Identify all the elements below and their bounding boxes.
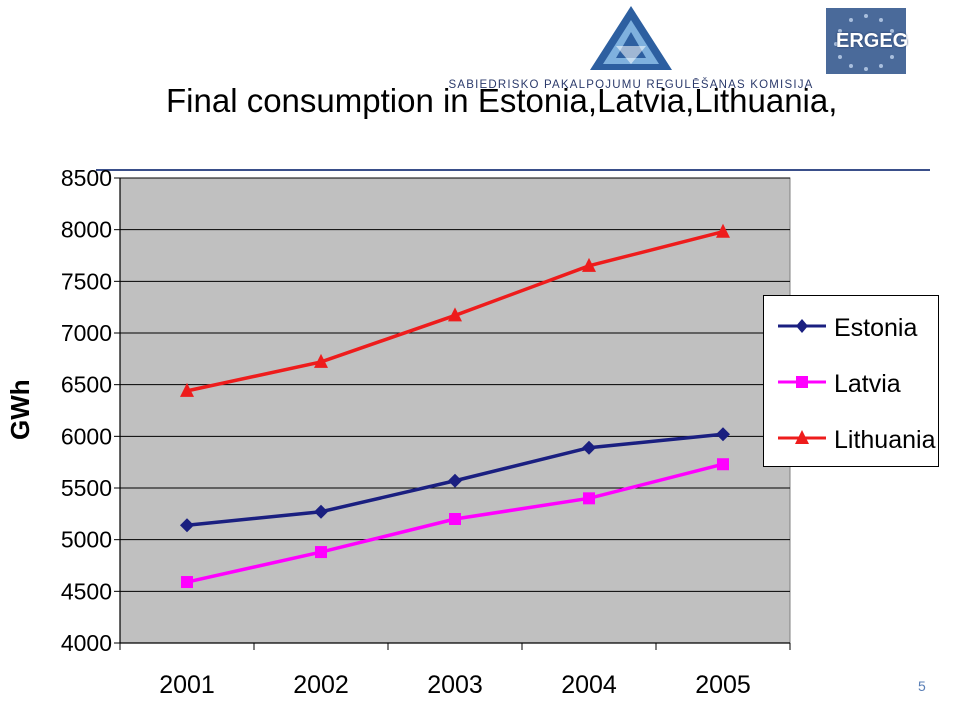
page-number: 5 — [918, 678, 926, 694]
regulator-logo-text: SABIEDRISKO PAKALPOJUMU REGULĒŠANAS KOMI… — [448, 78, 813, 91]
x-tick-label: 2004 — [561, 671, 617, 699]
legend-marker-latvia — [778, 376, 826, 388]
y-tick-label: 8500 — [61, 165, 112, 191]
y-tick-label: 6500 — [61, 372, 112, 398]
data-point — [449, 513, 461, 525]
y-tick-label: 4000 — [61, 630, 112, 656]
y-tick-label: 7500 — [61, 268, 112, 294]
regulator-logo: SABIEDRISKO PAKALPOJUMU REGULĒŠANAS KOMI… — [440, 2, 822, 94]
data-point — [716, 427, 730, 442]
data-point — [582, 257, 596, 272]
data-point — [583, 492, 595, 505]
legend-item-estonia: Estonia — [776, 310, 936, 346]
data-point — [314, 353, 328, 368]
legend-marker-estonia — [778, 319, 826, 333]
plot-background — [119, 177, 791, 644]
data-point — [716, 223, 730, 238]
data-point — [448, 307, 462, 322]
legend: Estonia Latvia Lithuania — [763, 295, 939, 467]
plot-area — [119, 177, 791, 644]
x-axis-ticks: 2001 2002 2003 2004 2005 — [119, 642, 791, 699]
legend-label-lithuania: Lithuania — [834, 426, 936, 454]
series-estonia — [180, 427, 730, 533]
y-tick-label: 8000 — [61, 217, 112, 243]
y-tick-label: 4500 — [61, 578, 112, 604]
legend-item-lithuania: Lithuania — [776, 422, 936, 458]
data-point — [582, 440, 596, 455]
x-tick-label: 2005 — [695, 671, 751, 699]
ergeg-logo — [826, 8, 906, 74]
slide-title: Final consumption in Estonia,Latvia,Lith… — [166, 82, 838, 119]
legend-label-latvia: Latvia — [834, 370, 901, 398]
ergeg-logo-text: ERGEG — [836, 30, 909, 52]
series-latvia — [181, 458, 729, 589]
y-tick-label: 5000 — [61, 527, 112, 553]
x-tick-label: 2002 — [293, 671, 349, 699]
data-point — [180, 518, 194, 533]
series-layer — [180, 223, 730, 589]
legend-marker-lithuania — [778, 430, 826, 444]
title-divider — [96, 169, 930, 171]
y-tick-label: 5500 — [61, 475, 112, 501]
x-tick-label: 2001 — [159, 671, 215, 699]
data-point — [180, 382, 194, 397]
data-point — [315, 546, 327, 559]
y-axis-ticks: 4000 4500 5000 5500 6000 6500 7000 7500 8000 8500 — [61, 165, 121, 656]
legend-item-latvia: Latvia — [776, 366, 936, 402]
y-tick-label: 7000 — [61, 320, 112, 346]
data-point — [717, 458, 729, 471]
data-point — [181, 576, 193, 589]
series-lithuania — [180, 223, 730, 397]
data-point — [314, 504, 328, 519]
y-tick-label: 6000 — [61, 423, 112, 449]
legend-label-estonia: Estonia — [834, 314, 918, 342]
x-tick-label: 2003 — [427, 671, 483, 699]
data-point — [448, 473, 462, 488]
